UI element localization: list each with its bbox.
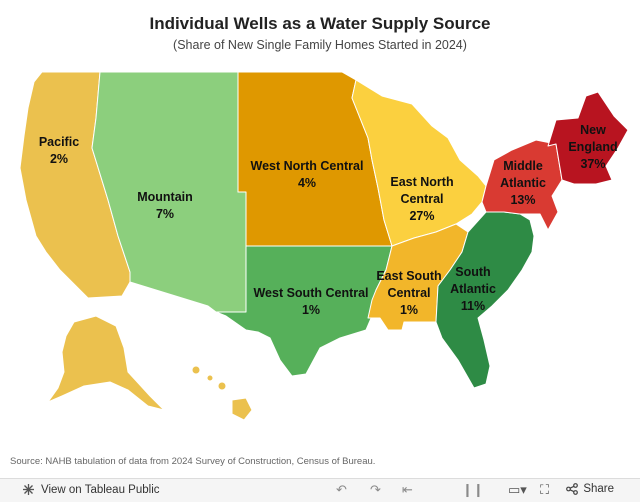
region-pacific-hawaii[interactable] xyxy=(191,365,253,421)
undo-icon[interactable]: ↶ xyxy=(336,482,347,497)
redo-icon[interactable]: ↷ xyxy=(370,482,381,497)
share-button[interactable]: Share xyxy=(566,483,614,495)
view-on-tableau-public-label: View on Tableau Public xyxy=(41,483,160,496)
revert-icon[interactable]: ⇤ xyxy=(402,482,413,497)
share-label: Share xyxy=(583,483,614,495)
fullscreen-icon[interactable]: ⛶ xyxy=(540,482,550,497)
tableau-toolbar: View on Tableau Public ↶ ↷ ⇤ ❙❙ ▭▾ ⛶ Sha… xyxy=(0,478,640,502)
region-pacific-alaska[interactable] xyxy=(47,315,165,411)
label-east-north-central: East North Central 27% xyxy=(390,175,454,223)
label-east-south-central: East South Central 1% xyxy=(376,269,442,317)
label-west-north-central: West North Central 4% xyxy=(250,159,364,190)
label-pacific: Pacific 2% xyxy=(38,135,80,166)
tableau-logo-icon xyxy=(23,484,34,495)
label-south-atlantic: South Atlantic 11% xyxy=(450,265,496,313)
region-east-south-central[interactable] xyxy=(367,223,469,331)
region-new-england[interactable] xyxy=(547,91,629,185)
label-middle-atlantic: Middle Atlantic 13% xyxy=(500,159,546,207)
pause-icon[interactable]: ❙❙ xyxy=(462,482,484,497)
source-note: Source: NAHB tabulation of data from 202… xyxy=(10,456,376,467)
label-west-south-central: West South Central 1% xyxy=(253,286,369,317)
region-middle-atlantic[interactable] xyxy=(481,139,563,231)
label-new-england: New England 37% xyxy=(568,123,618,171)
chart-title: Individual Wells as a Water Supply Sourc… xyxy=(149,14,491,33)
comment-icon[interactable]: ▭▾ xyxy=(508,482,527,497)
chart-subtitle: (Share of New Single Family Homes Starte… xyxy=(173,38,467,52)
label-mountain: Mountain 7% xyxy=(137,190,193,221)
region-south-atlantic[interactable] xyxy=(435,211,535,389)
share-icon xyxy=(566,483,579,495)
view-on-tableau-public-link[interactable]: View on Tableau Public xyxy=(22,483,160,496)
